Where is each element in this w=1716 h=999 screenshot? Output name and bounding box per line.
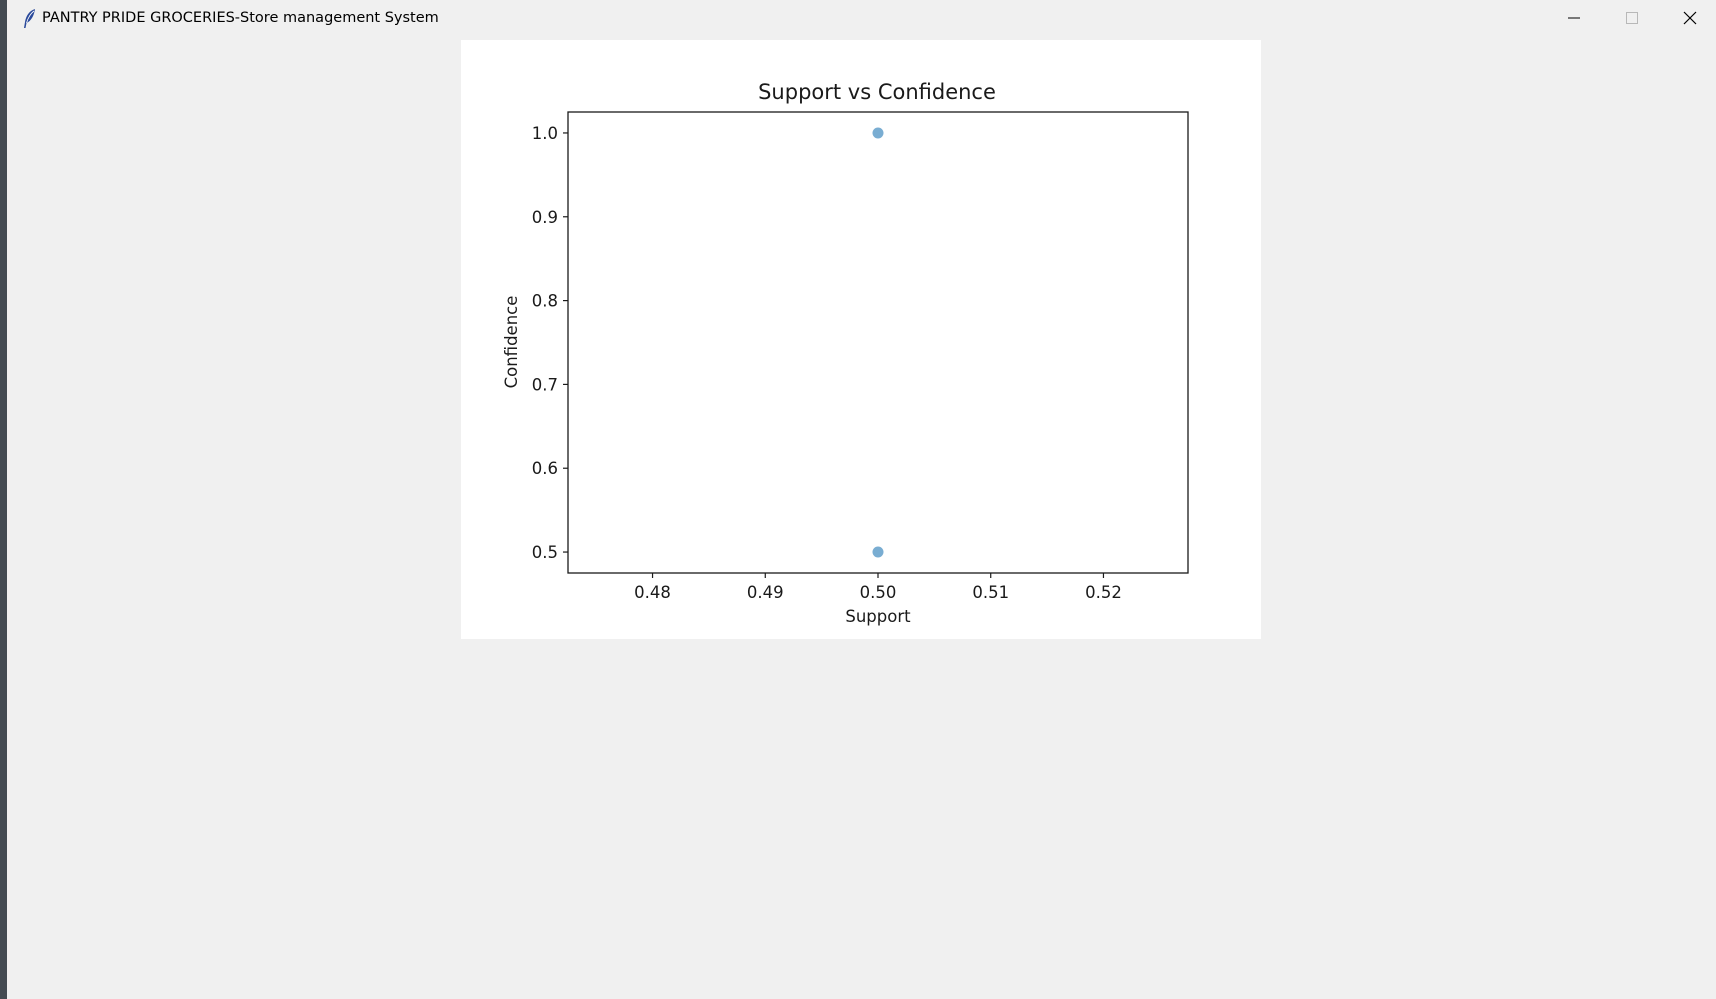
scatter-point <box>872 127 884 139</box>
close-icon <box>1683 10 1697 29</box>
y-axis: 0.5 0.6 0.7 0.8 0.9 1.0 <box>532 124 568 562</box>
y-tick-label: 0.6 <box>532 459 558 478</box>
plot-area <box>567 111 1189 574</box>
window-title: PANTRY PRIDE GROCERIES-Store management … <box>42 10 439 26</box>
feather-icon <box>20 8 40 30</box>
y-tick-label: 0.5 <box>532 543 558 562</box>
scatter-chart: Support vs Confidence 0.48 0.49 0.50 0.51 0.… <box>502 80 1189 626</box>
y-axis-label: Confidence <box>502 296 521 389</box>
x-axis: 0.48 0.49 0.50 0.51 0.52 <box>634 573 1122 602</box>
y-tick-label: 1.0 <box>532 124 558 143</box>
chart-title: Support vs Confidence <box>758 80 996 104</box>
y-tick-label: 0.9 <box>532 208 558 227</box>
x-axis-label: Support <box>845 607 911 626</box>
data-points <box>872 127 884 558</box>
maximize-button[interactable] <box>1603 0 1661 39</box>
x-tick-label: 0.49 <box>747 583 784 602</box>
minimize-button[interactable] <box>1545 0 1603 39</box>
close-button[interactable] <box>1661 0 1716 39</box>
x-tick-label: 0.48 <box>634 583 671 602</box>
y-tick-label: 0.8 <box>532 292 558 311</box>
scatter-point <box>872 546 884 558</box>
title-bar[interactable]: PANTRY PRIDE GROCERIES-Store management … <box>7 0 1716 39</box>
x-tick-label: 0.52 <box>1085 583 1122 602</box>
y-tick-label: 0.7 <box>532 375 558 394</box>
chart-figure: Support vs Confidence 0.48 0.49 0.50 0.51 0.… <box>461 40 1261 639</box>
maximize-icon <box>1625 10 1639 29</box>
x-tick-label: 0.50 <box>860 583 897 602</box>
x-tick-label: 0.51 <box>972 583 1009 602</box>
minimize-icon <box>1567 10 1581 29</box>
